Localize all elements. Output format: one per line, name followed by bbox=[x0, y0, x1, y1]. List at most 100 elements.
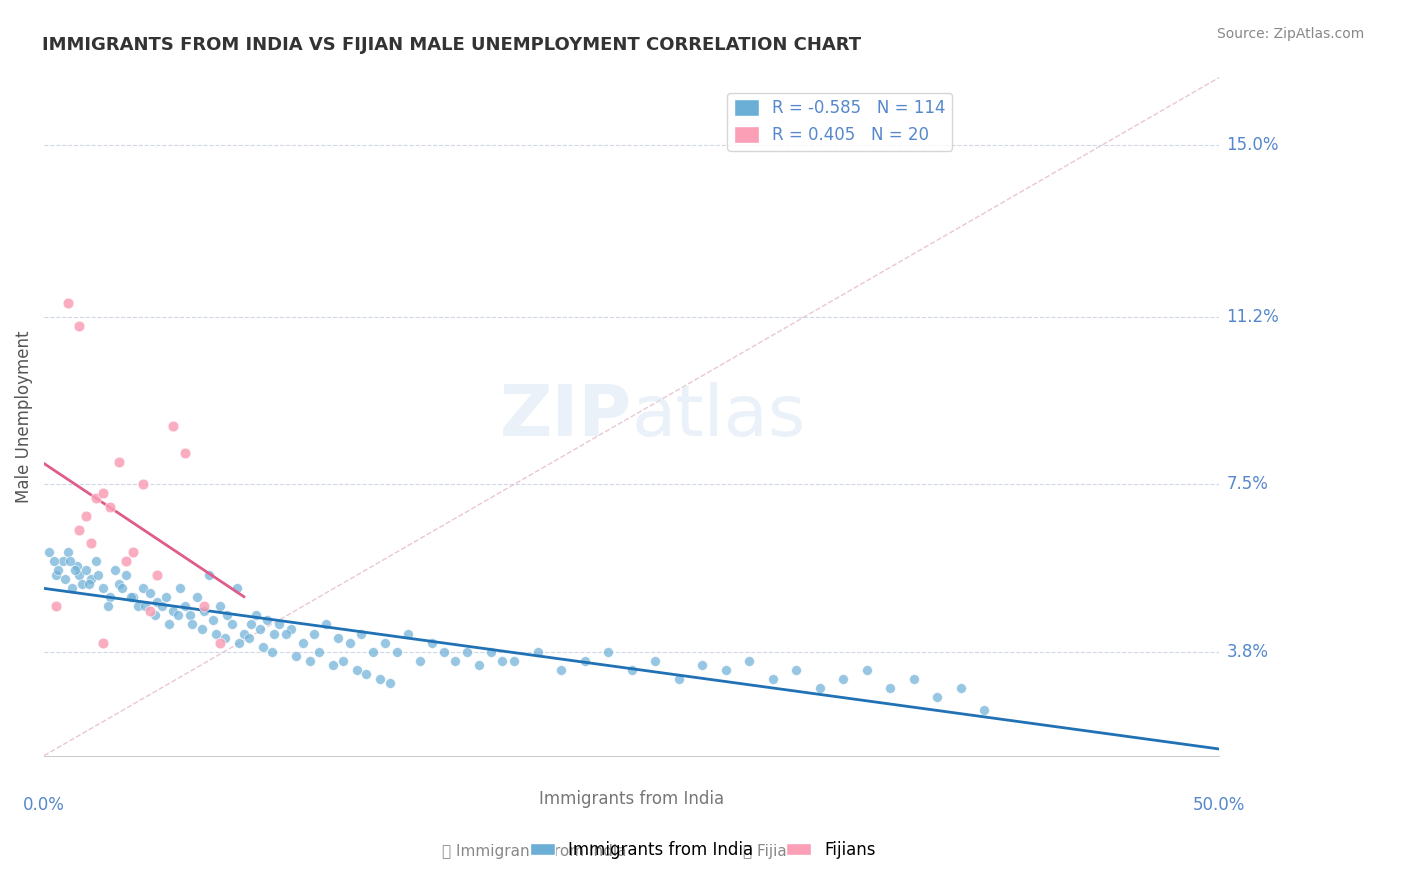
Point bbox=[378, 676, 401, 690]
Text: IMMIGRANTS FROM INDIA VS FIJIAN MALE UNEMPLOYMENT CORRELATION CHART: IMMIGRANTS FROM INDIA VS FIJIAN MALE UNE… bbox=[42, 36, 862, 54]
Point bbox=[42, 554, 65, 568]
Point bbox=[396, 626, 419, 640]
Legend: Immigrants from India, Fijians: Immigrants from India, Fijians bbox=[523, 835, 883, 866]
Point bbox=[75, 508, 97, 523]
Point bbox=[269, 617, 291, 632]
Point bbox=[38, 545, 60, 559]
Point bbox=[232, 626, 254, 640]
Point bbox=[98, 500, 121, 514]
Point bbox=[45, 567, 67, 582]
Point bbox=[276, 626, 298, 640]
Y-axis label: Male Unemployment: Male Unemployment bbox=[15, 330, 32, 503]
Point bbox=[75, 563, 97, 577]
Point bbox=[66, 558, 89, 573]
Point bbox=[409, 654, 432, 668]
Text: Immigrants from India: Immigrants from India bbox=[538, 789, 724, 807]
Point bbox=[491, 654, 513, 668]
Point bbox=[84, 554, 107, 568]
Point bbox=[620, 663, 643, 677]
Point bbox=[855, 663, 877, 677]
Point bbox=[209, 635, 232, 649]
Point bbox=[179, 608, 201, 623]
Point bbox=[115, 567, 138, 582]
Point bbox=[162, 604, 184, 618]
Text: ⬜ Fijians: ⬜ Fijians bbox=[742, 845, 804, 859]
Point bbox=[104, 563, 127, 577]
Legend: R = -0.585   N = 114, R = 0.405   N = 20: R = -0.585 N = 114, R = 0.405 N = 20 bbox=[727, 93, 952, 151]
Point bbox=[53, 572, 76, 586]
Point bbox=[298, 654, 321, 668]
Text: 3.8%: 3.8% bbox=[1226, 642, 1268, 661]
Point bbox=[91, 635, 114, 649]
Point bbox=[550, 663, 572, 677]
Point bbox=[308, 645, 330, 659]
Point bbox=[52, 554, 75, 568]
Point bbox=[108, 576, 131, 591]
Point bbox=[46, 563, 69, 577]
Point bbox=[157, 617, 180, 632]
Point bbox=[526, 645, 548, 659]
Text: 11.2%: 11.2% bbox=[1226, 308, 1279, 326]
Point bbox=[70, 576, 93, 591]
Point bbox=[832, 672, 855, 686]
Point bbox=[143, 608, 166, 623]
Point bbox=[385, 645, 408, 659]
Point bbox=[132, 582, 155, 596]
Point bbox=[225, 582, 247, 596]
Point bbox=[120, 591, 142, 605]
Point bbox=[186, 591, 208, 605]
Point bbox=[644, 654, 666, 668]
Point bbox=[115, 554, 138, 568]
Point bbox=[181, 617, 204, 632]
Point bbox=[155, 591, 177, 605]
Point bbox=[60, 582, 83, 596]
Point bbox=[97, 599, 120, 614]
Point bbox=[162, 418, 184, 433]
Point bbox=[80, 572, 103, 586]
Point bbox=[127, 599, 149, 614]
Point bbox=[122, 591, 145, 605]
Point bbox=[808, 681, 831, 695]
Point bbox=[45, 599, 67, 614]
Point bbox=[67, 567, 90, 582]
Point bbox=[374, 635, 396, 649]
Point bbox=[146, 567, 169, 582]
Point bbox=[503, 654, 526, 668]
Point bbox=[339, 635, 361, 649]
Point bbox=[456, 645, 478, 659]
Point bbox=[249, 622, 271, 636]
Text: atlas: atlas bbox=[631, 382, 806, 451]
Point bbox=[56, 296, 79, 310]
Point bbox=[238, 631, 260, 645]
Point bbox=[368, 672, 391, 686]
Point bbox=[315, 617, 337, 632]
Point bbox=[949, 681, 972, 695]
Point bbox=[973, 703, 995, 717]
Point bbox=[77, 576, 100, 591]
Point bbox=[209, 599, 232, 614]
Point bbox=[879, 681, 901, 695]
Point bbox=[468, 658, 491, 673]
Point bbox=[174, 446, 197, 460]
Point bbox=[190, 622, 212, 636]
Point bbox=[326, 631, 349, 645]
Point bbox=[598, 645, 620, 659]
Text: ZIP: ZIP bbox=[499, 382, 631, 451]
Point bbox=[146, 595, 169, 609]
Point bbox=[354, 667, 377, 681]
Point bbox=[193, 599, 215, 614]
Point bbox=[433, 645, 456, 659]
Point bbox=[256, 613, 278, 627]
Point bbox=[63, 563, 86, 577]
Point bbox=[91, 582, 114, 596]
Point bbox=[174, 599, 197, 614]
Point bbox=[80, 536, 103, 550]
Point bbox=[346, 663, 368, 677]
Point bbox=[714, 663, 737, 677]
Point bbox=[228, 635, 250, 649]
Point bbox=[169, 582, 191, 596]
Point bbox=[91, 486, 114, 500]
Text: 15.0%: 15.0% bbox=[1226, 136, 1279, 154]
Point bbox=[221, 617, 243, 632]
Point bbox=[217, 608, 239, 623]
